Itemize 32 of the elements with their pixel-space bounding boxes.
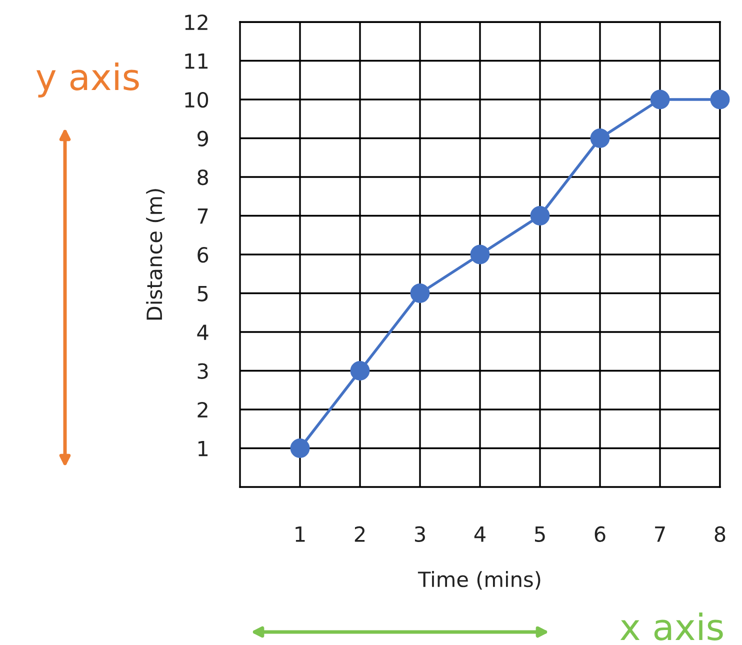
x-tick-label: 5 <box>534 526 545 542</box>
y-tick-label: 9 <box>198 130 208 146</box>
point <box>470 244 490 264</box>
point <box>350 361 370 380</box>
point <box>410 284 430 303</box>
point <box>530 206 550 226</box>
y-tick-label: 5 <box>198 286 208 302</box>
point <box>650 90 670 110</box>
x-axis-title: Time (mins) <box>418 571 540 590</box>
text: x axis <box>620 612 723 640</box>
y-tick-label: 8 <box>198 169 208 186</box>
x-tick-label: 6 <box>594 526 606 542</box>
y-tick-label: 10 <box>185 92 208 108</box>
y-tick-label: 1 <box>198 440 208 456</box>
point <box>710 90 730 110</box>
x-tick-label: 2 <box>354 526 365 542</box>
y-tick-label: 3 <box>198 363 208 379</box>
y-tick-label: 11 <box>185 53 208 69</box>
y-tick-label: 4 <box>197 324 208 340</box>
x-tick-label: 7 <box>655 526 665 542</box>
text: y axis <box>36 62 139 98</box>
x-tick-label: 3 <box>414 526 425 542</box>
y-tick-label: 12 <box>185 14 208 30</box>
y-tick-label: 6 <box>198 246 208 263</box>
point <box>590 128 610 148</box>
x-tick-label: 1 <box>296 526 305 542</box>
x-tick-label: 8 <box>714 526 726 542</box>
point <box>290 438 310 458</box>
x-tick-label: 4 <box>474 526 486 542</box>
y-tick-label: 2 <box>198 402 208 418</box>
y-axis-title: Distance (m) <box>146 189 165 320</box>
y-tick-label: 7 <box>198 208 208 224</box>
